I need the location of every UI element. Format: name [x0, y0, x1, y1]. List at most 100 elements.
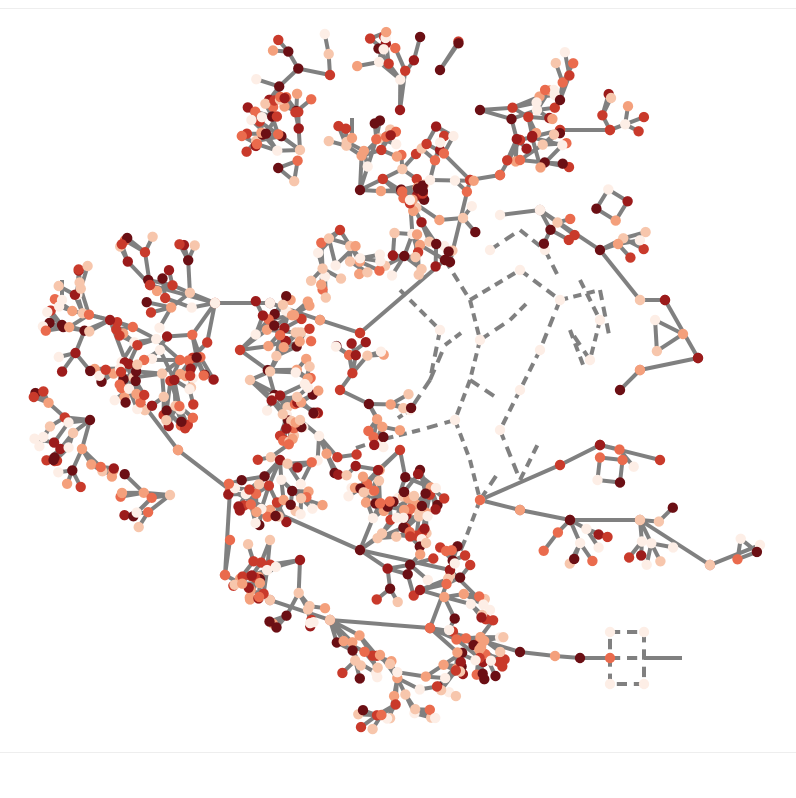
node-696 [495, 646, 506, 658]
edge-68 [493, 322, 506, 332]
node-754 [369, 485, 380, 496]
node-279 [564, 70, 575, 81]
node-883 [306, 457, 317, 468]
edge-11 [455, 405, 462, 416]
edge-84 [573, 342, 580, 353]
edge-141 [479, 498, 521, 512]
node-484 [290, 367, 301, 378]
node-237 [293, 123, 304, 134]
node-774 [420, 537, 432, 549]
node-331 [111, 324, 122, 335]
node-831 [655, 556, 666, 567]
node-536 [347, 368, 358, 379]
edge-189 [479, 105, 513, 112]
node-306 [146, 353, 158, 364]
node-210 [386, 270, 398, 281]
node-176 [391, 151, 403, 162]
edge-46 [507, 402, 516, 413]
node-297 [187, 329, 198, 340]
node-22 [604, 652, 616, 664]
node-7 [554, 294, 566, 306]
edge-69 [508, 312, 518, 322]
node-723 [308, 617, 319, 628]
node-502 [274, 390, 286, 401]
node-810 [133, 521, 144, 533]
node-727 [264, 616, 275, 627]
node-288 [557, 158, 568, 169]
node-458 [115, 366, 127, 378]
node-173 [376, 144, 387, 156]
node-140 [511, 133, 522, 145]
node-556 [378, 441, 389, 453]
node-455 [116, 239, 128, 250]
node-604 [259, 471, 270, 482]
node-282 [537, 139, 548, 150]
node-719 [319, 603, 331, 614]
node-218 [241, 146, 252, 157]
node-308 [160, 292, 171, 304]
node-260 [354, 268, 365, 280]
node-318 [174, 239, 185, 250]
node-109 [373, 56, 385, 68]
node-160 [397, 163, 408, 175]
node-387 [257, 310, 269, 321]
node-257 [316, 279, 327, 290]
node-851 [594, 244, 606, 256]
node-615 [270, 510, 281, 522]
node-475 [188, 399, 199, 410]
node-461 [100, 364, 111, 375]
node-660 [392, 667, 403, 678]
edge-61 [589, 346, 596, 356]
node-858 [534, 204, 546, 216]
node-841 [569, 553, 580, 565]
node-839 [574, 537, 586, 549]
node-256 [305, 275, 317, 286]
node-379 [305, 336, 317, 347]
node-876 [416, 500, 428, 512]
node-827 [667, 502, 678, 513]
edge-93 [453, 331, 463, 340]
node-521 [308, 408, 319, 419]
node-558 [369, 439, 380, 451]
node-587 [420, 488, 431, 499]
node-427 [48, 437, 60, 448]
node-708 [294, 554, 306, 566]
node-465 [109, 395, 120, 406]
node-386 [288, 309, 300, 321]
node-803 [449, 558, 460, 569]
node-135 [506, 113, 517, 125]
node-695 [475, 631, 486, 643]
node-425 [38, 431, 49, 443]
edge-44 [520, 375, 529, 386]
edge-51 [518, 471, 526, 481]
node-882 [282, 458, 293, 469]
node-685 [490, 670, 501, 682]
node-848 [638, 111, 650, 123]
edge-116 [358, 258, 447, 335]
node-2 [449, 414, 461, 426]
node-756 [373, 475, 385, 486]
node-413 [40, 325, 51, 336]
node-122 [453, 38, 464, 49]
edge-31 [412, 393, 422, 406]
node-527 [333, 469, 344, 480]
node-780 [422, 574, 433, 586]
node-315 [183, 255, 194, 266]
node-321 [151, 285, 163, 297]
node-228 [272, 145, 283, 156]
node-111 [352, 60, 363, 72]
node-248 [334, 224, 346, 236]
node-6 [514, 264, 526, 276]
edge-1 [451, 272, 460, 283]
node-277 [550, 57, 561, 69]
node-798 [465, 598, 477, 610]
edge-80 [598, 289, 604, 301]
node-847 [620, 119, 631, 130]
node-857 [625, 252, 636, 263]
node-873 [677, 328, 689, 340]
node-820 [614, 444, 625, 455]
node-826 [653, 516, 665, 527]
node-129 [283, 46, 294, 57]
node-551 [371, 414, 383, 425]
node-657 [430, 712, 441, 724]
